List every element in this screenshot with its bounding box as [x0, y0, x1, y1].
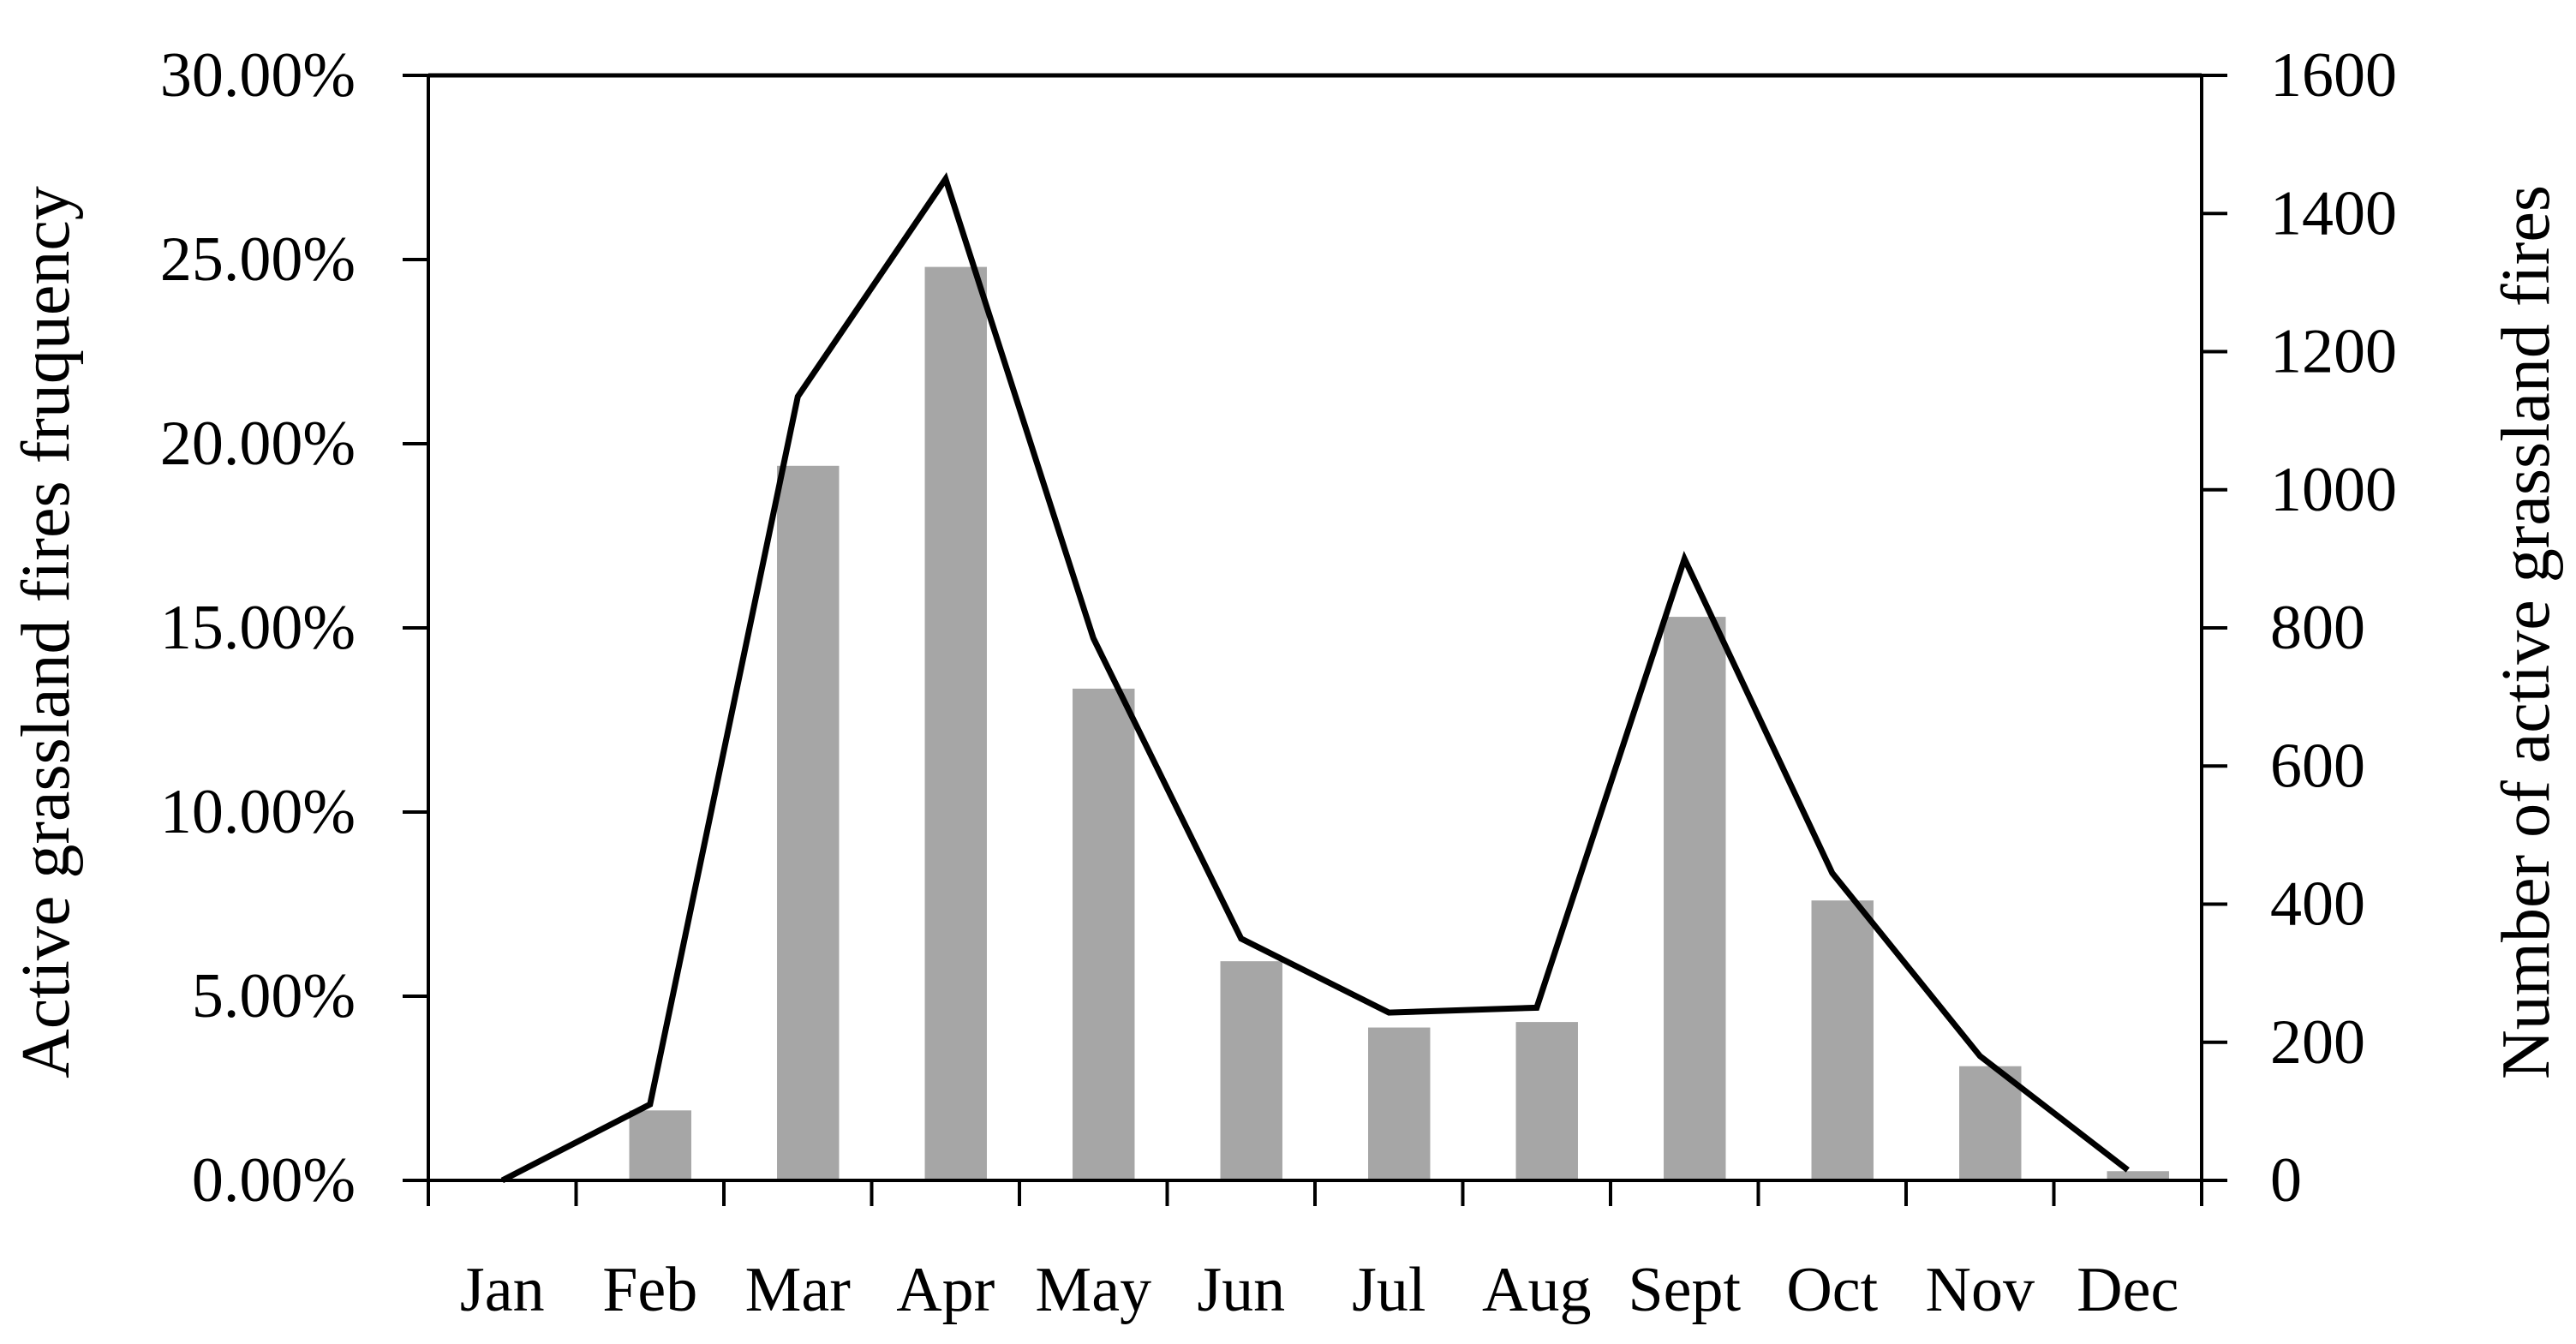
- y2-tick-label: 800: [2270, 593, 2365, 663]
- bars-group: [629, 266, 2169, 1181]
- bar: [1368, 1027, 1431, 1180]
- y-tick-label: 25.00%: [160, 224, 356, 295]
- x-tick-label: Sept: [1628, 1255, 1741, 1325]
- y2-tick-label: 1000: [2270, 455, 2397, 525]
- y-axis-title: Active grassland fires fruquency: [9, 186, 84, 1078]
- x-tick-label: Dec: [2077, 1255, 2179, 1325]
- bar: [1515, 1022, 1578, 1180]
- bar: [1959, 1066, 2022, 1180]
- x-tick-label: Nov: [1926, 1255, 2035, 1325]
- x-tick-label: Jul: [1352, 1255, 1425, 1325]
- y-tick-label: 20.00%: [160, 409, 356, 479]
- x-tick-label: Jan: [460, 1255, 545, 1325]
- y2-tick-label: 1400: [2270, 178, 2397, 248]
- x-tick-label: Aug: [1482, 1255, 1591, 1325]
- x-tick-label: Mar: [745, 1255, 851, 1325]
- line-group: [500, 171, 2130, 1184]
- series-line: [500, 171, 2130, 1184]
- y-tick-label: 0.00%: [192, 1145, 356, 1216]
- y2-tick-label: 1600: [2270, 40, 2397, 111]
- y2-tick-label: 0: [2270, 1145, 2302, 1216]
- bar: [1073, 688, 1135, 1180]
- y2-tick-label: 200: [2270, 1007, 2365, 1078]
- bar: [1220, 961, 1282, 1180]
- x-tick-label: Apr: [896, 1255, 995, 1325]
- bar: [1664, 617, 1726, 1180]
- labels-group: Jan Feb Mar Apr May Jun Jul Aug Sept Oct Nov Dec 0.0…: [160, 40, 2397, 1325]
- y2-axis-title: Number of active grassland fires: [2489, 185, 2564, 1079]
- x-tick-label: Feb: [602, 1255, 697, 1325]
- x-tick-label: May: [1035, 1255, 1151, 1325]
- y2-tick-label: 1200: [2270, 317, 2397, 387]
- y-tick-label: 5.00%: [192, 961, 356, 1031]
- x-tick-label: Oct: [1786, 1255, 1878, 1325]
- axes-group: [403, 73, 2227, 1206]
- x-tick-label: Jun: [1197, 1255, 1285, 1325]
- bar: [629, 1110, 691, 1180]
- bar: [924, 266, 987, 1181]
- bar: [1811, 900, 1874, 1180]
- y2-tick-label: 400: [2270, 869, 2365, 940]
- y-tick-label: 30.00%: [160, 40, 356, 111]
- bar: [777, 465, 840, 1180]
- y-tick-label: 15.00%: [160, 593, 356, 663]
- y2-tick-label: 600: [2270, 731, 2365, 801]
- y-tick-label: 10.00%: [160, 777, 356, 847]
- bar: [2107, 1171, 2169, 1180]
